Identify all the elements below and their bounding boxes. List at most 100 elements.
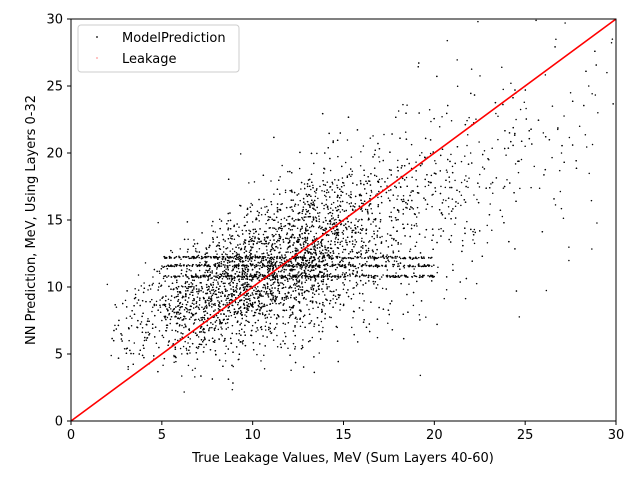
data-point xyxy=(247,260,249,262)
data-point xyxy=(457,202,459,204)
data-point xyxy=(271,262,273,264)
data-point xyxy=(203,336,206,338)
data-point xyxy=(324,294,326,296)
data-point xyxy=(420,300,423,302)
data-point xyxy=(294,298,296,300)
data-point xyxy=(193,288,195,290)
data-point xyxy=(438,125,441,128)
data-point xyxy=(337,360,339,363)
data-point xyxy=(266,268,269,271)
data-point xyxy=(171,282,174,285)
data-point xyxy=(322,280,325,283)
data-point xyxy=(386,185,388,187)
data-point xyxy=(179,347,182,350)
data-point xyxy=(217,299,219,302)
data-point xyxy=(250,285,252,288)
data-point xyxy=(471,260,473,262)
data-point xyxy=(449,241,452,243)
data-point xyxy=(342,260,344,263)
data-point xyxy=(478,230,481,232)
data-point xyxy=(120,338,123,340)
data-point xyxy=(314,195,317,198)
data-point xyxy=(330,240,332,242)
data-point xyxy=(348,203,351,205)
data-point xyxy=(199,261,201,264)
data-point xyxy=(433,117,435,120)
data-point xyxy=(251,257,253,260)
data-point xyxy=(201,287,203,289)
data-point xyxy=(307,229,309,231)
data-point xyxy=(374,149,376,152)
data-point xyxy=(376,236,378,238)
data-point xyxy=(257,285,259,288)
data-point xyxy=(155,300,158,303)
data-point xyxy=(318,250,321,252)
data-point xyxy=(188,283,190,286)
data-point xyxy=(204,331,206,334)
data-point xyxy=(371,249,374,251)
data-point xyxy=(440,185,442,188)
data-point xyxy=(211,277,213,279)
data-point xyxy=(252,314,255,317)
data-point xyxy=(311,284,313,286)
data-point xyxy=(336,340,339,342)
data-point xyxy=(339,132,342,134)
data-point xyxy=(279,243,281,246)
data-point xyxy=(303,219,305,222)
data-point xyxy=(231,295,233,298)
data-point xyxy=(243,216,246,219)
data-point xyxy=(204,314,206,316)
data-point xyxy=(213,279,216,281)
data-point xyxy=(174,338,176,341)
data-point xyxy=(304,213,307,215)
data-point xyxy=(299,243,302,246)
data-point xyxy=(171,329,173,332)
data-point xyxy=(249,273,252,275)
data-point xyxy=(214,263,216,265)
data-point xyxy=(318,284,321,287)
data-point xyxy=(591,248,593,250)
data-point xyxy=(362,145,365,147)
data-point xyxy=(463,199,466,201)
data-point xyxy=(359,165,362,167)
data-point xyxy=(226,272,228,274)
data-point xyxy=(143,282,145,284)
data-point xyxy=(418,212,420,214)
data-point xyxy=(170,249,172,252)
data-point xyxy=(259,292,261,294)
data-point xyxy=(483,168,486,170)
data-point xyxy=(488,213,491,216)
data-point xyxy=(233,313,236,316)
data-point xyxy=(218,301,220,303)
data-point xyxy=(268,270,271,272)
data-point xyxy=(341,177,344,179)
data-point xyxy=(361,237,363,240)
data-point xyxy=(231,260,234,262)
data-point xyxy=(283,217,286,219)
data-point xyxy=(290,294,292,296)
data-point xyxy=(334,241,336,243)
data-point xyxy=(473,242,476,245)
data-point xyxy=(250,279,253,281)
data-point xyxy=(244,314,246,316)
data-point xyxy=(222,282,225,285)
data-point xyxy=(232,382,234,384)
data-point xyxy=(334,232,336,234)
data-point xyxy=(304,236,306,239)
data-point xyxy=(198,299,201,301)
data-point xyxy=(241,272,244,275)
data-point xyxy=(209,271,212,273)
data-point xyxy=(330,203,333,206)
data-point xyxy=(377,205,379,208)
data-point xyxy=(358,219,360,221)
data-point xyxy=(584,133,587,136)
data-point xyxy=(198,290,200,293)
data-point xyxy=(363,183,365,186)
data-point xyxy=(464,201,467,203)
data-point xyxy=(181,353,183,355)
data-point xyxy=(212,292,215,295)
data-point xyxy=(299,318,301,320)
data-point xyxy=(195,306,197,309)
data-point xyxy=(227,219,229,222)
data-point xyxy=(225,328,228,330)
